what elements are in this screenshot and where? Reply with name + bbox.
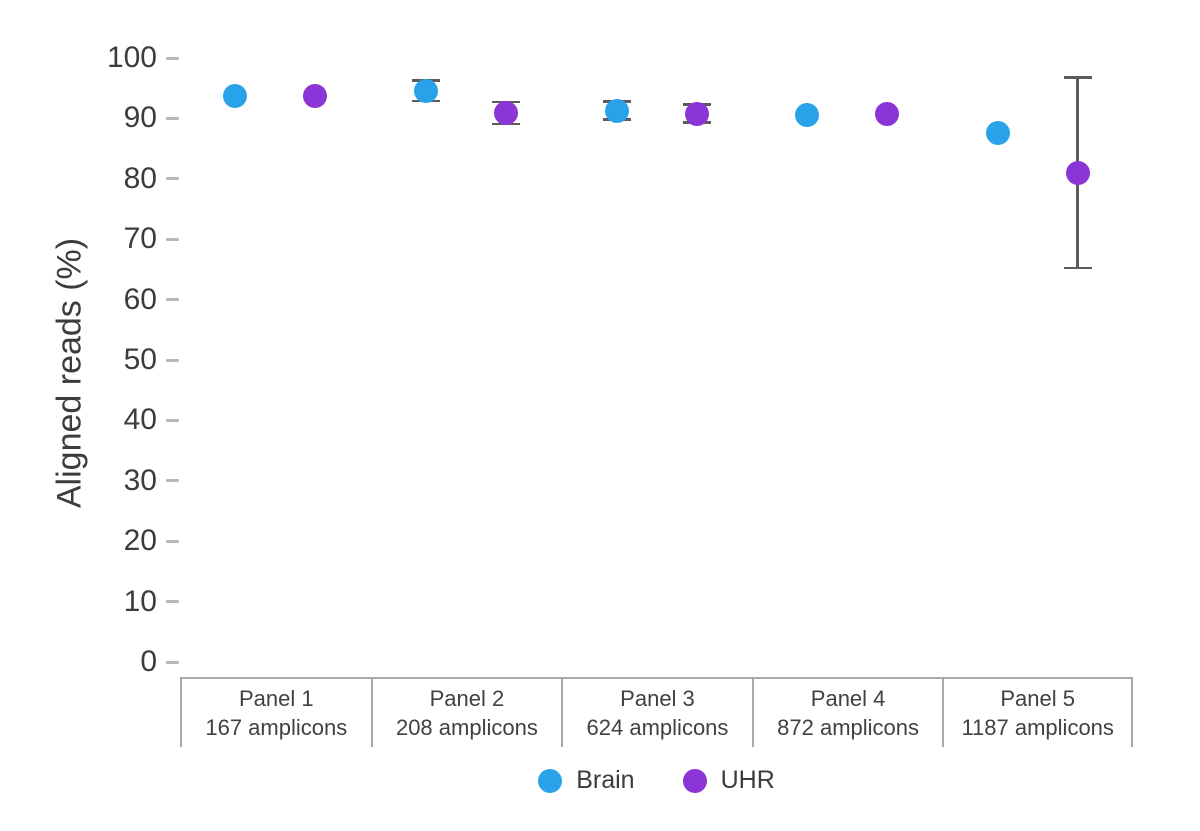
- y-tick-mark: [166, 237, 179, 241]
- panel-label: Panel 3: [620, 686, 695, 711]
- panel-label: Panel 2: [429, 686, 505, 711]
- y-tick-mark: [166, 600, 179, 604]
- data-point-uhr: [1065, 160, 1090, 185]
- panel-sublabel: 624 amplicons: [586, 715, 729, 740]
- y-tick-label: 0: [140, 645, 157, 678]
- y-tick-label: 20: [123, 524, 157, 558]
- y-tick-label: 10: [123, 584, 157, 618]
- y-tick-label: 30: [123, 463, 157, 497]
- data-point-brain: [413, 78, 438, 103]
- y-tick-mark: [166, 660, 179, 664]
- legend-label-brain: Brain: [576, 766, 635, 794]
- y-tick-label: 70: [123, 222, 157, 256]
- panel-sublabel: 208 amplicons: [395, 715, 538, 740]
- legend-item-uhr: UHR: [682, 766, 775, 795]
- y-tick-label: 40: [123, 403, 157, 437]
- data-point-uhr: [493, 100, 518, 125]
- y-tick-mark: [166, 56, 179, 60]
- data-point-brain: [604, 98, 629, 123]
- legend: Brain UHR: [180, 766, 1133, 795]
- y-tick-mark: [166, 116, 179, 120]
- data-point-brain: [223, 84, 248, 109]
- y-tick-mark: [166, 539, 179, 543]
- panel-label: Panel 1: [238, 686, 314, 711]
- error-bar-cap-top: [1063, 76, 1092, 79]
- data-point-uhr: [684, 101, 709, 126]
- x-category-cell: Panel 3 624 amplicons: [561, 677, 752, 747]
- y-tick-label: 80: [123, 161, 157, 195]
- y-tick-mark: [166, 298, 179, 302]
- y-tick-mark: [166, 177, 179, 181]
- y-tick-label: 90: [123, 101, 157, 135]
- data-point-uhr: [303, 84, 328, 109]
- y-tick-mark: [166, 418, 179, 422]
- data-point-brain: [985, 120, 1010, 145]
- x-category-cell: Panel 5 1187 amplicons: [942, 677, 1133, 747]
- y-tick-mark: [166, 358, 179, 362]
- y-tick-label: 60: [123, 282, 157, 316]
- x-category-cell: Panel 2 208 amplicons: [370, 677, 562, 747]
- error-bar-cap-bottom: [1063, 266, 1092, 270]
- data-point-uhr: [875, 101, 900, 126]
- panel-sublabel: 872 amplicons: [777, 715, 920, 740]
- panel-label: Panel 5: [1000, 686, 1075, 711]
- x-category-cell: Panel 4 872 amplicons: [751, 677, 943, 747]
- y-tick-mark: [166, 479, 179, 483]
- legend-label-uhr: UHR: [720, 766, 775, 794]
- brain-series-swatch: [538, 768, 563, 793]
- y-tick-label: 50: [123, 343, 157, 376]
- panel-label: Panel 4: [810, 686, 886, 711]
- y-tick-label: 100: [106, 41, 157, 74]
- legend-item-brain: Brain: [538, 766, 635, 795]
- panel-sublabel: 1187 amplicons: [961, 715, 1114, 740]
- panel-sublabel: 167 amplicons: [205, 715, 348, 740]
- data-point-brain: [795, 103, 820, 128]
- x-category-cell: Panel 1 167 amplicons: [180, 677, 371, 747]
- uhr-series-swatch: [682, 768, 707, 793]
